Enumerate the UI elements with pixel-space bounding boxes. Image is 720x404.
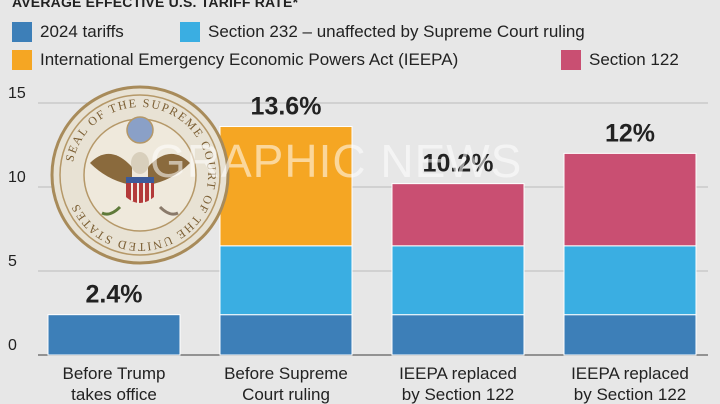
bar-segment bbox=[563, 152, 697, 247]
bar-total-label: 12% bbox=[605, 119, 655, 147]
legend-swatch bbox=[12, 50, 32, 70]
bar-segment bbox=[563, 245, 697, 316]
y-tick-label: 0 bbox=[8, 337, 17, 354]
legend-swatch bbox=[180, 22, 200, 42]
x-category-label: IEEPA replaced bbox=[399, 364, 517, 383]
bar-total-label: 10.2% bbox=[423, 150, 494, 178]
watermark: GRAPHIC NEWS bbox=[150, 135, 523, 187]
bar-segment bbox=[563, 314, 697, 356]
legend-item-section-122: Section 122 bbox=[561, 50, 679, 70]
bar-segment bbox=[391, 245, 525, 316]
legend-swatch bbox=[12, 22, 32, 42]
supreme-court-seal-icon: SEAL OF THE SUPREME COURT OF THE UNITED … bbox=[50, 85, 230, 265]
bar-total-label: 13.6% bbox=[251, 93, 322, 121]
bar-segment bbox=[219, 314, 353, 356]
legend-label: Section 232 – unaffected by Supreme Cour… bbox=[208, 22, 585, 41]
bar-total-label: 2.4% bbox=[86, 281, 143, 309]
x-category-label: takes office bbox=[71, 385, 157, 404]
bar-segment bbox=[219, 126, 353, 247]
y-tick-label: 15 bbox=[8, 85, 26, 102]
x-category-label: Before Trump bbox=[63, 364, 166, 383]
y-tick-label: 10 bbox=[8, 169, 26, 186]
y-tick-label: 5 bbox=[8, 253, 17, 270]
x-category-label: Court ruling bbox=[242, 385, 330, 404]
legend-label: Section 122 bbox=[589, 50, 679, 69]
x-category-label: Before Supreme bbox=[224, 364, 348, 383]
bar-segment bbox=[219, 245, 353, 316]
bar-segment bbox=[391, 314, 525, 356]
legend-item-ieepa: International Emergency Economic Powers … bbox=[12, 50, 458, 70]
x-category-label: by Section 122 bbox=[402, 385, 514, 404]
legend-swatch bbox=[561, 50, 581, 70]
legend-item-2024-tariffs: 2024 tariffs bbox=[12, 22, 124, 42]
legend-item-section-232: Section 232 – unaffected by Supreme Cour… bbox=[180, 22, 585, 42]
chart-title: AVERAGE EFFECTIVE U.S. TARIFF RATE* bbox=[12, 0, 299, 10]
x-category-label: by Section 122 bbox=[574, 385, 686, 404]
bar-segment bbox=[47, 314, 181, 356]
legend-label: 2024 tariffs bbox=[40, 22, 124, 41]
x-category-label: IEEPA replaced bbox=[571, 364, 689, 383]
bar-segment bbox=[391, 183, 525, 247]
legend-label: International Emergency Economic Powers … bbox=[40, 50, 459, 69]
